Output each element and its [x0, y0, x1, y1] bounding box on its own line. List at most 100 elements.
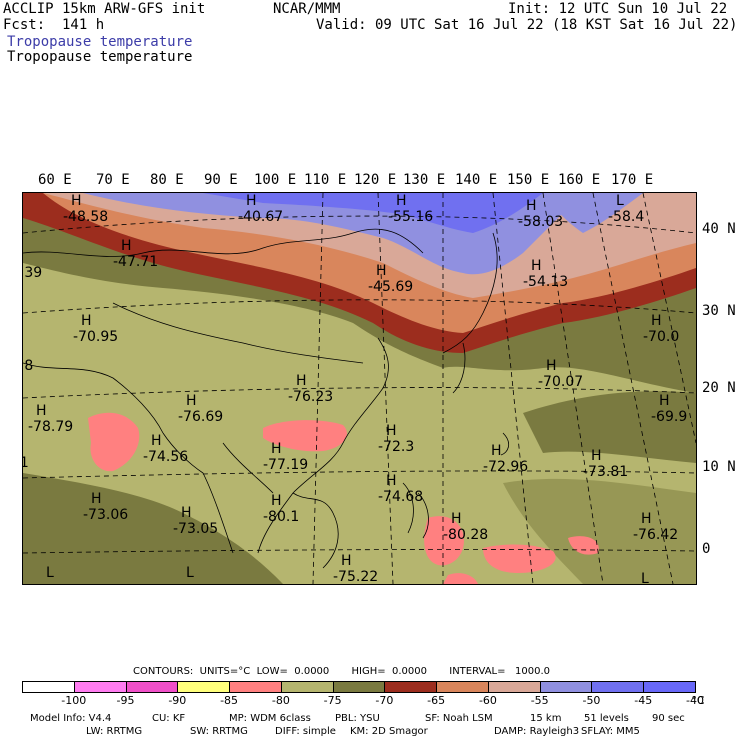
- tropopause-temperature-map: [23, 193, 696, 584]
- longitude-label: 120 E: [354, 172, 397, 188]
- graticule: [23, 193, 696, 584]
- longitude-label: 100 E: [254, 172, 297, 188]
- colorbar-swatch: [280, 681, 334, 693]
- footer-res: 15 km: [530, 713, 562, 724]
- marker-symbol: H: [376, 263, 387, 279]
- high-marker: H -70.0: [643, 313, 679, 345]
- high-marker: H -47.71: [113, 238, 158, 270]
- marker-symbol: L: [616, 193, 624, 209]
- high-marker: 91: [23, 455, 29, 471]
- marker-value: -72.3: [378, 439, 415, 455]
- colorbar-label: -60: [478, 694, 497, 707]
- marker-symbol: H: [396, 193, 407, 209]
- high-marker: H -48.58: [63, 193, 108, 225]
- marker-symbol: H: [81, 313, 92, 329]
- longitude-label: 70 E: [96, 172, 130, 188]
- marker-value: -70.95: [73, 329, 119, 345]
- marker-value: 6.39: [23, 265, 43, 281]
- high-marker: H -77.19: [263, 441, 308, 473]
- marker-symbol: H: [546, 358, 557, 374]
- marker-symbol: H: [386, 423, 397, 439]
- colorbar-swatch: [643, 681, 696, 693]
- low-marker: L -58.4: [608, 193, 644, 225]
- colorbar-label: -40: [686, 694, 704, 707]
- high-marker: H -73.06: [83, 491, 128, 523]
- marker-symbol: H: [531, 258, 542, 274]
- marker-symbol: H: [651, 313, 662, 329]
- marker-value: -58.4: [608, 209, 645, 225]
- low-marker: L: [178, 565, 194, 581]
- marker-value: -48.58: [63, 209, 109, 225]
- latitude-label: 0: [702, 541, 711, 557]
- longitude-label: 110 E: [304, 172, 347, 188]
- marker-symbol: H: [641, 511, 652, 527]
- longitude-label: 140 E: [455, 172, 498, 188]
- high-marker: H -74.56: [143, 433, 188, 465]
- footer-levels: 51 levels: [584, 713, 629, 724]
- colorbar-swatch: [487, 681, 541, 693]
- footer-damp: DAMP: Rayleigh3: [494, 726, 580, 737]
- marker-symbol: H: [591, 448, 602, 464]
- colorbar-label: -90: [168, 694, 187, 707]
- colorbar-label: -55: [530, 694, 549, 707]
- high-marker: H -70.07: [538, 358, 583, 390]
- colorbar-label: -85: [220, 694, 239, 707]
- marker-symbol: H: [71, 193, 82, 209]
- marker-symbol: H: [91, 491, 102, 507]
- center-label: NCAR/MMM: [273, 1, 341, 17]
- marker-value: -73.81: [583, 464, 629, 480]
- marker-value: -69.9: [651, 409, 688, 425]
- high-marker: H -76.42: [633, 511, 678, 543]
- marker-value: -54.13: [523, 274, 569, 290]
- latitude-label: 40 N: [702, 221, 736, 237]
- colorbar-swatch: [436, 681, 489, 693]
- marker-symbol: H: [491, 443, 502, 459]
- high-marker: H -58.03: [518, 198, 563, 230]
- footer-model_info: Model Info: V4.4: [30, 713, 112, 724]
- footer-dt: 90 sec: [652, 713, 685, 724]
- high-marker: H -73.81: [583, 448, 628, 480]
- marker-value: -47.71: [113, 254, 159, 270]
- field-title-shaded: Tropopause temperature: [7, 34, 193, 50]
- valid-time: Valid: 09 UTC Sat 16 Jul 22 (18 KST Sat …: [316, 17, 738, 33]
- marker-value: -74.56: [143, 449, 189, 465]
- high-marker: H -72.96: [483, 443, 528, 475]
- olive-band-southeast: [503, 478, 696, 584]
- footer-sw: SW: RRTMG: [190, 726, 248, 737]
- high-marker: 9.8: [23, 358, 33, 374]
- longitude-label: 150 E: [507, 172, 550, 188]
- marker-symbol: H: [296, 373, 307, 389]
- marker-symbol: H: [451, 511, 462, 527]
- colorbar-label: -65: [427, 694, 446, 707]
- colorbar-label: -50: [582, 694, 601, 707]
- high-marker: H -74.68: [378, 473, 423, 505]
- low-marker: L: [38, 565, 54, 581]
- longitude-label: 170 E: [611, 172, 654, 188]
- high-marker: H -45.69: [368, 263, 413, 295]
- colorbar-swatch: [73, 681, 127, 693]
- contours-info: CONTOURS: UNITS=°C LOW= 0.0000 HIGH= 0.0…: [133, 666, 551, 677]
- marker-value: -80.1: [263, 509, 300, 525]
- marker-value: -76.69: [178, 409, 224, 425]
- marker-value: 91: [23, 455, 29, 471]
- marker-value: -77.19: [263, 457, 309, 473]
- colorbar-swatch: [125, 681, 179, 693]
- footer-pbl: PBL: YSU: [335, 713, 380, 724]
- marker-symbol: H: [246, 193, 257, 209]
- high-marker: H -80.28: [443, 511, 488, 543]
- olive-band-east: [523, 391, 696, 463]
- high-marker: 6.39: [23, 265, 43, 281]
- marker-symbol: H: [341, 553, 352, 569]
- colorbar-swatch: [22, 681, 75, 693]
- colorbar-swatch: [591, 681, 645, 693]
- high-marker: H -72.3: [378, 423, 414, 455]
- colorbar-label: -75: [323, 694, 342, 707]
- marker-value: -70.0: [643, 329, 680, 345]
- colorbar-label: -45: [634, 694, 653, 707]
- longitude-label: 80 E: [150, 172, 184, 188]
- high-marker: H -75.22: [333, 553, 378, 584]
- footer-diff: DIFF: simple: [275, 726, 336, 737]
- high-marker: H -40.67: [238, 193, 283, 225]
- marker-value: -45.69: [368, 279, 414, 295]
- marker-value: -76.42: [633, 527, 679, 543]
